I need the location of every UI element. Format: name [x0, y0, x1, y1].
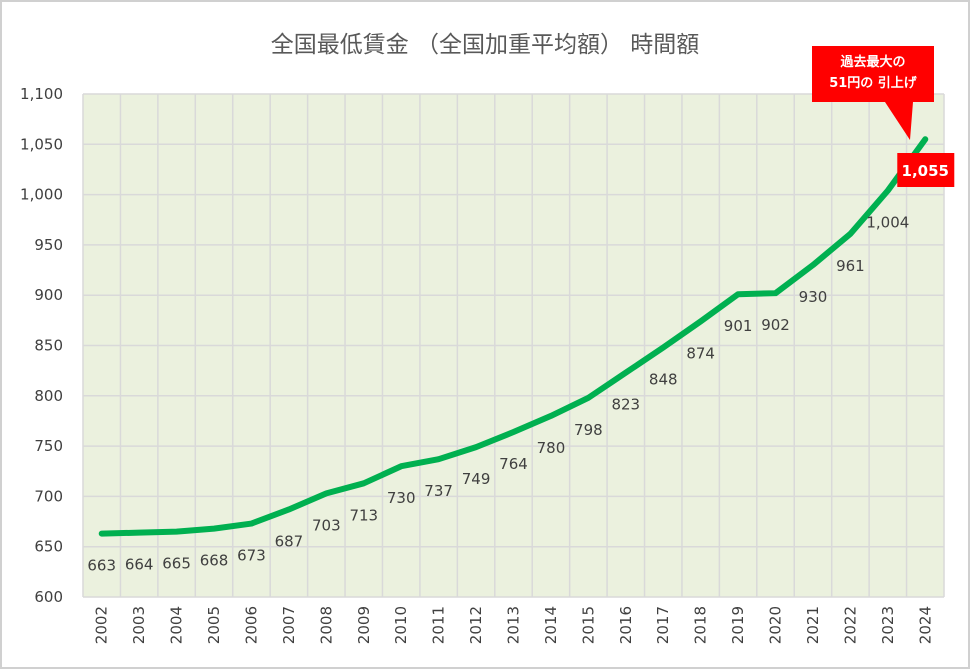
- highlight-label-box: [897, 153, 955, 187]
- data-labels: 663 664 665 668 673 687 703 713 730 737 749 764 780 7…: [87, 153, 955, 575]
- y-tick-label: 750: [34, 437, 63, 455]
- data-label: 664: [125, 556, 154, 574]
- x-tick-label: 2010: [392, 606, 410, 644]
- y-tick-label: 900: [34, 286, 63, 304]
- highlight-data-label: 1,055: [902, 162, 949, 180]
- y-tick-label: 850: [34, 337, 63, 355]
- y-tick-label: 1,050: [20, 135, 63, 153]
- data-label: 823: [611, 396, 640, 414]
- data-label: 668: [200, 552, 229, 570]
- callout-line2: 51円の 引上げ: [829, 75, 918, 91]
- data-label: 673: [237, 547, 266, 565]
- x-tick-label: 2023: [879, 606, 897, 644]
- callout-line1: 過去最大の: [839, 54, 905, 70]
- x-axis: 2002 2003 2004 2005 2006 2007 2008 2009 2010 2011…: [93, 606, 935, 644]
- x-tick-label: 2013: [505, 606, 523, 644]
- x-tick-label: 2007: [280, 606, 298, 644]
- data-label: 687: [275, 532, 304, 550]
- data-label: 1,004: [866, 214, 909, 232]
- data-label: 902: [761, 316, 790, 334]
- x-tick-label: 2003: [130, 606, 148, 644]
- x-tick-label: 2004: [168, 606, 186, 644]
- x-tick-label: 2017: [654, 606, 672, 644]
- x-tick-label: 2019: [729, 606, 747, 644]
- y-tick-label: 700: [34, 487, 63, 505]
- data-label: 665: [162, 555, 191, 573]
- x-tick-label: 2020: [767, 606, 785, 644]
- x-tick-label: 2006: [242, 606, 260, 644]
- series-line: [98, 136, 929, 537]
- x-tick-label: 2009: [355, 606, 373, 644]
- data-label: 961: [836, 257, 865, 275]
- data-label: 848: [649, 371, 678, 389]
- y-tick-label: 950: [34, 236, 63, 254]
- gridlines: [82, 93, 945, 598]
- x-tick-label: 2012: [467, 606, 485, 644]
- data-label: 703: [312, 516, 341, 534]
- y-axis: 600 650 700 750 800 850 900 950 1,000 1,050 1,100: [20, 85, 63, 606]
- x-tick-label: 2005: [205, 606, 223, 644]
- x-tick-label: 2014: [542, 606, 560, 644]
- data-label: 901: [724, 317, 753, 335]
- y-tick-label: 1,100: [20, 85, 63, 103]
- data-label: 798: [574, 421, 603, 439]
- data-label: 749: [462, 470, 491, 488]
- data-label: 930: [799, 288, 828, 306]
- chart-title: 全国最低賃金 （全国加重平均額） 時間額: [271, 32, 700, 58]
- x-tick-label: 2011: [430, 606, 448, 644]
- callout-shape: [812, 46, 934, 140]
- x-tick-label: 2016: [617, 606, 635, 644]
- data-label: 764: [499, 455, 528, 473]
- x-tick-label: 2024: [916, 606, 934, 644]
- y-tick-label: 800: [34, 387, 63, 405]
- data-label: 874: [686, 344, 715, 362]
- data-label: 780: [537, 439, 566, 457]
- x-tick-label: 2021: [804, 606, 822, 644]
- x-tick-label: 2015: [579, 606, 597, 644]
- y-tick-label: 600: [34, 588, 63, 606]
- y-tick-label: 650: [34, 538, 63, 556]
- data-label: 730: [387, 489, 416, 507]
- y-tick-label: 1,000: [20, 186, 63, 204]
- x-tick-label: 2018: [692, 606, 710, 644]
- data-label: 663: [87, 557, 116, 575]
- x-tick-label: 2022: [841, 606, 859, 644]
- data-label: 737: [424, 482, 453, 500]
- data-label: 713: [349, 506, 378, 524]
- x-tick-label: 2002: [93, 606, 111, 644]
- annotation-callout: 過去最大の 51円の 引上げ: [812, 46, 934, 140]
- x-tick-label: 2008: [317, 606, 335, 644]
